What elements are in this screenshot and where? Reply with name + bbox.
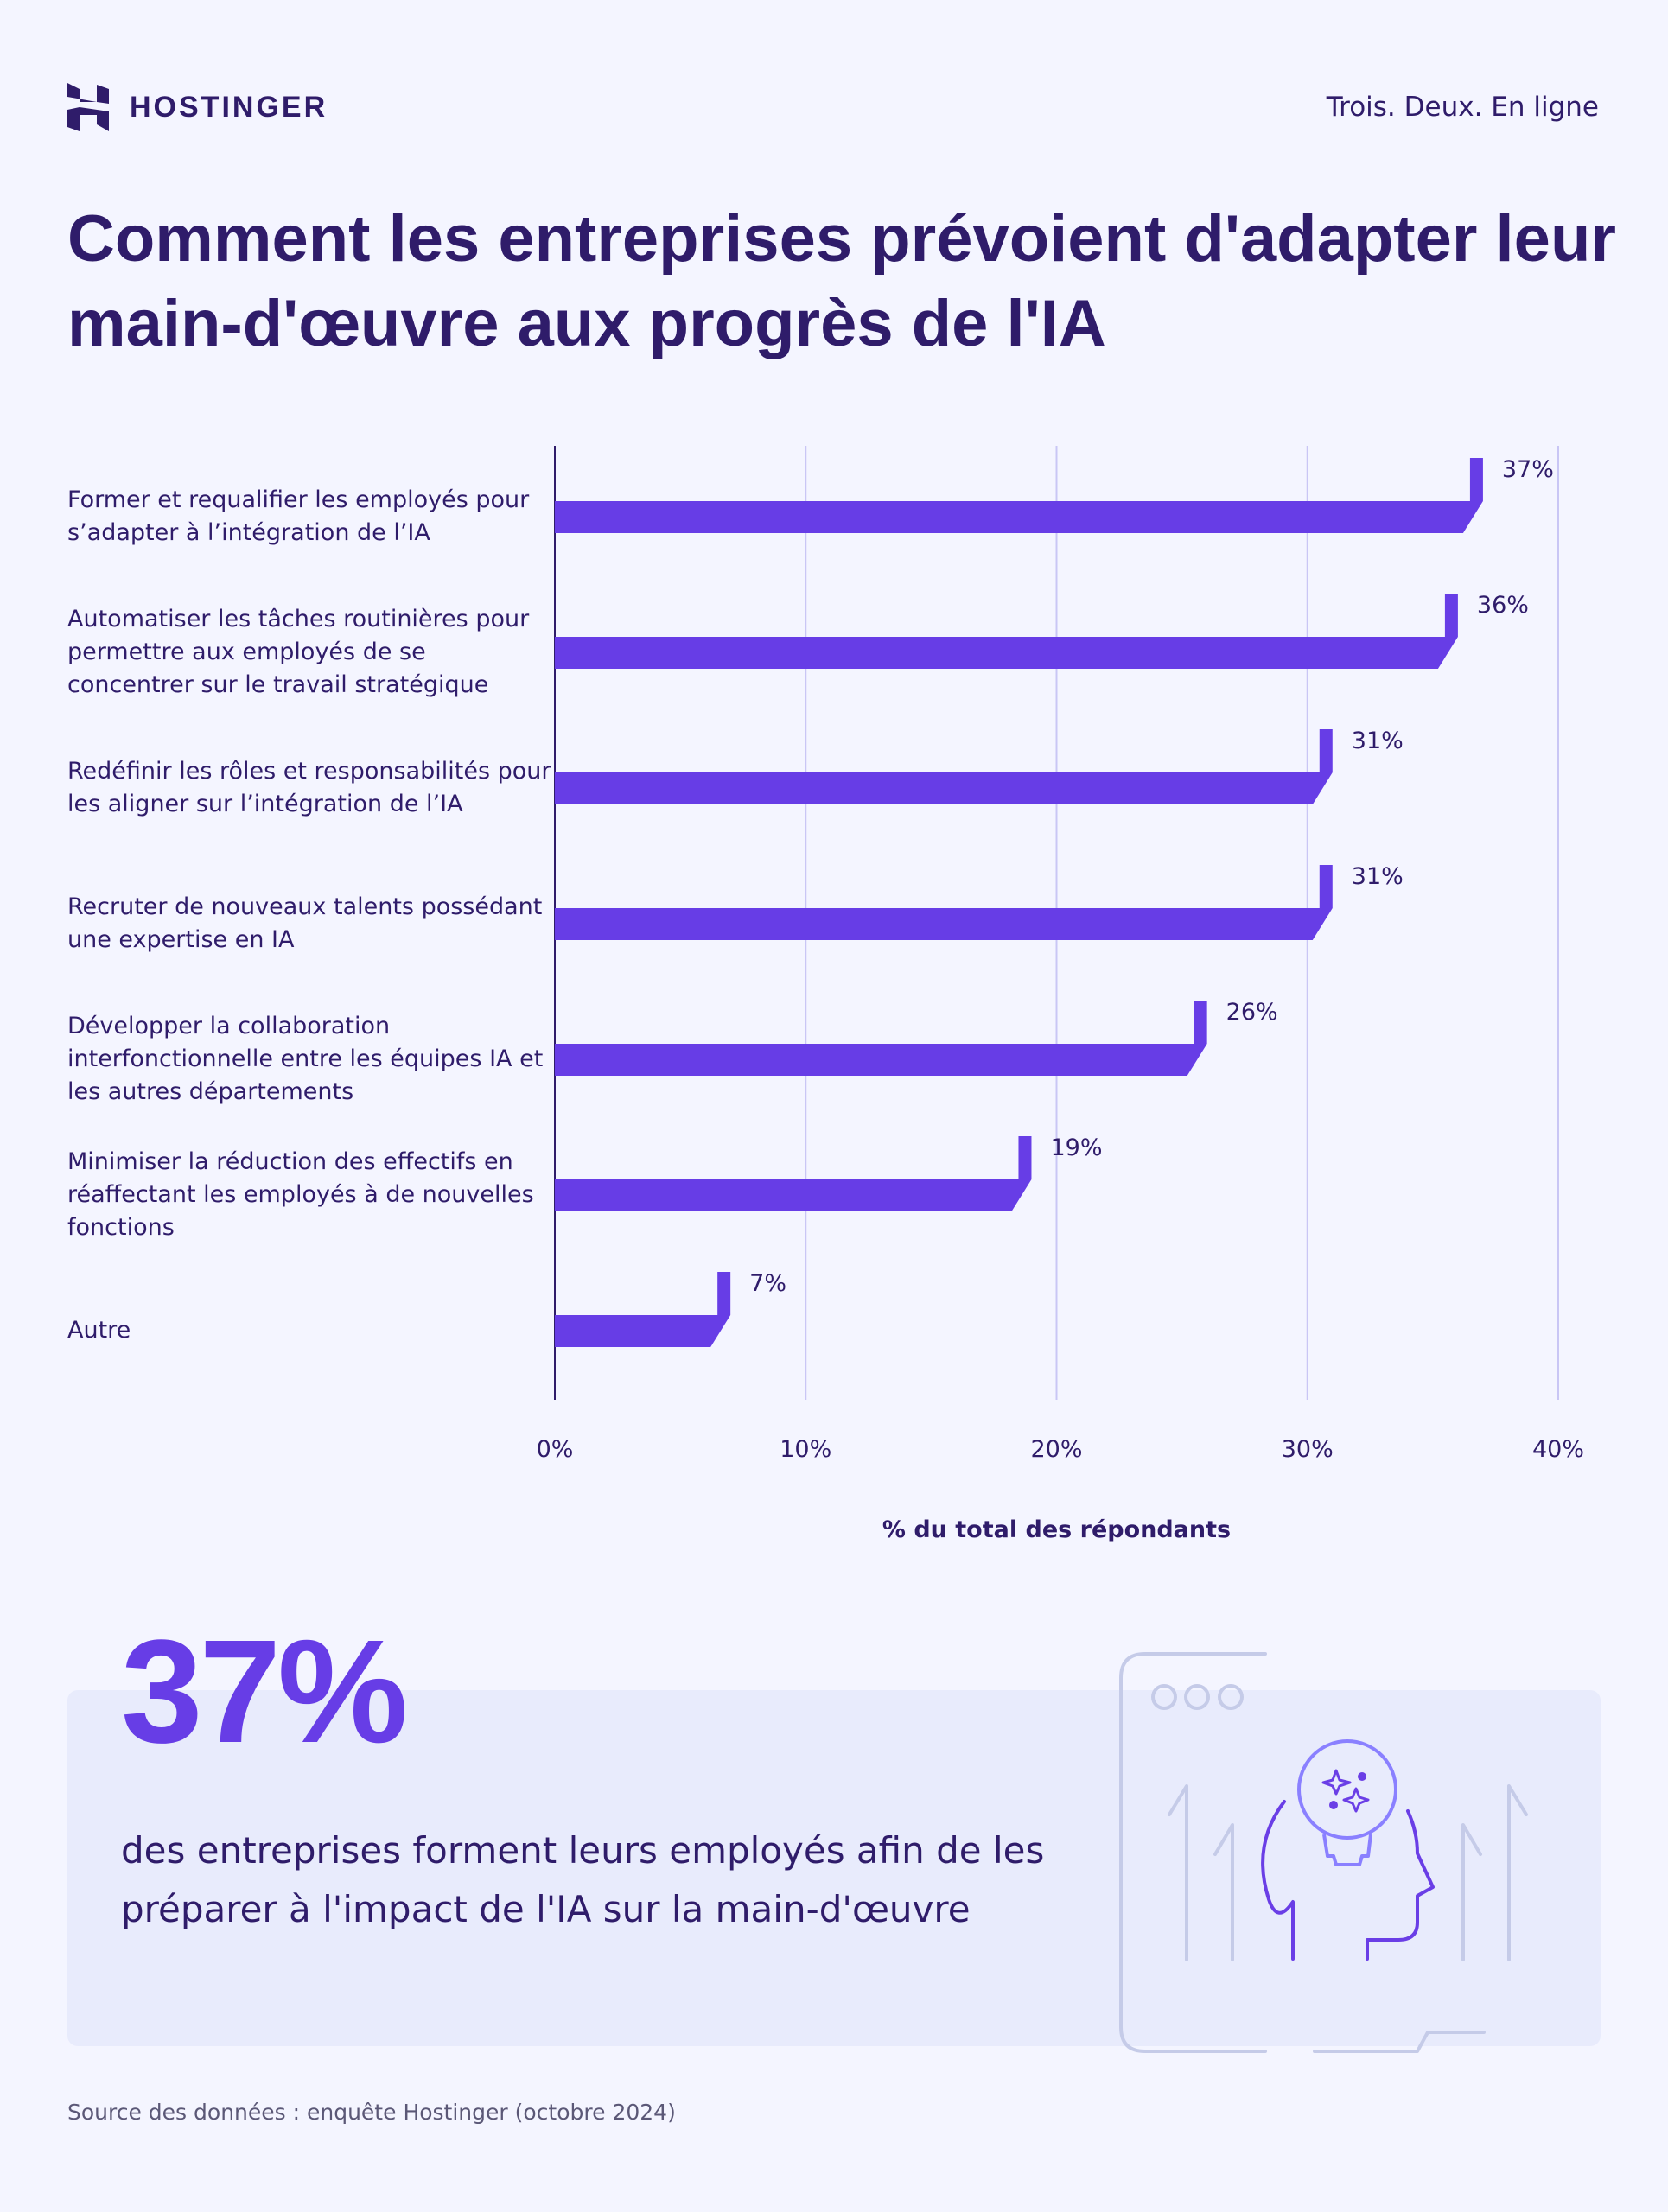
bar <box>555 729 1333 804</box>
category-label: Autre <box>67 1317 131 1344</box>
x-axis-title: % du total des répondants <box>882 1516 1232 1543</box>
highlight-value: 37% <box>121 1610 408 1774</box>
value-label: 37% <box>1501 456 1554 483</box>
x-tick-label: 30% <box>1281 1436 1334 1463</box>
category-label: Automatiser les tâches routinières pour … <box>67 606 530 698</box>
highlight-text: des entreprises forment leurs employés a… <box>121 1829 1045 1930</box>
value-label: 36% <box>1476 592 1529 619</box>
tagline: Trois. Deux. En ligne <box>1326 92 1599 123</box>
hostinger-logo: HOSTINGER <box>67 83 328 131</box>
bar <box>555 594 1458 669</box>
bar <box>555 1272 731 1347</box>
value-label: 31% <box>1351 728 1404 754</box>
page-title: Comment les entreprises prévoient d'adap… <box>67 202 1616 360</box>
category-label: Développer la collaboration interfonctio… <box>67 1013 544 1105</box>
x-tick-label: 20% <box>1030 1436 1083 1463</box>
bar <box>555 1136 1032 1211</box>
value-label: 19% <box>1050 1135 1103 1161</box>
brand-name: HOSTINGER <box>130 90 328 124</box>
category-label: Minimiser la réduction des effectifs en … <box>67 1148 534 1241</box>
x-tick-label: 10% <box>780 1436 832 1463</box>
x-tick-label: 40% <box>1531 1436 1585 1463</box>
hostinger-h-icon <box>67 83 109 131</box>
bar <box>555 458 1483 533</box>
ai-head-illustration <box>1119 1652 1528 2053</box>
highlight-panel <box>67 1690 1601 2046</box>
x-tick-label: 0% <box>536 1436 574 1463</box>
chart-plot <box>554 446 1559 1400</box>
bar <box>555 1001 1207 1076</box>
category-label: Former et requalifier les employés pour … <box>67 486 530 546</box>
category-label: Redéfinir les rôles et responsabilités p… <box>67 758 551 817</box>
category-label: Recruter de nouveaux talents possédant u… <box>67 893 543 953</box>
bar <box>555 865 1333 940</box>
source-note: Source des données : enquête Hostinger (… <box>67 2100 676 2125</box>
value-label: 31% <box>1351 863 1404 890</box>
value-label: 26% <box>1226 999 1278 1026</box>
value-label: 7% <box>749 1270 787 1297</box>
